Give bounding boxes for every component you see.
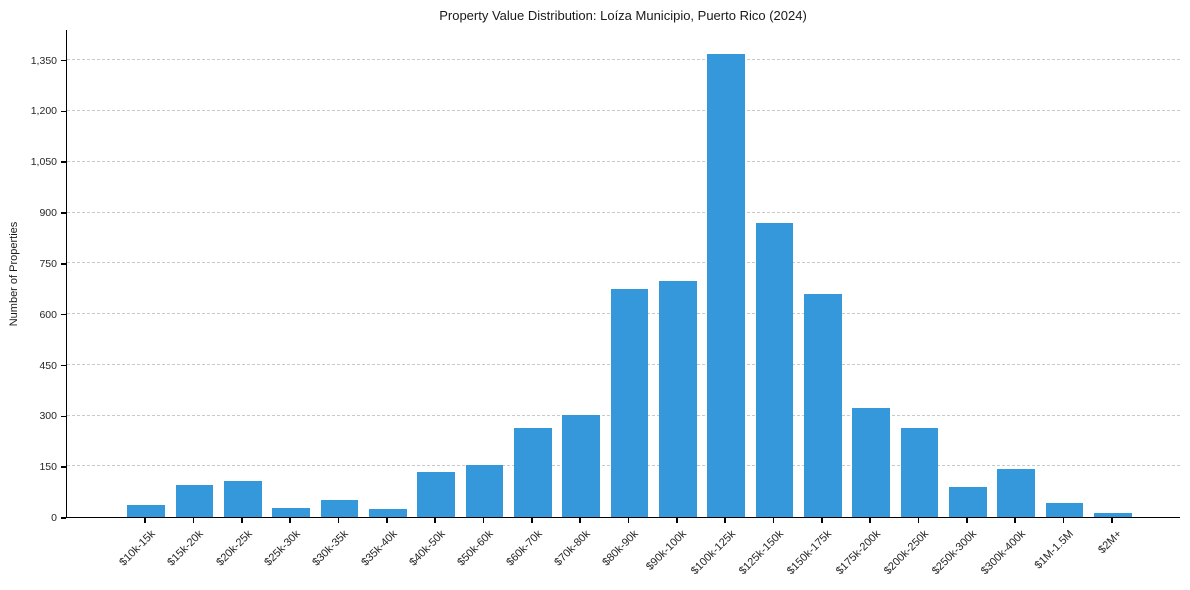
x-tick-label: $30k-35k — [310, 528, 351, 569]
gridline — [67, 211, 1180, 213]
x-tick-mark — [917, 518, 920, 523]
x-tick-label: $25k-30k — [262, 528, 303, 569]
bar — [1045, 502, 1084, 517]
x-tick-mark — [1062, 518, 1065, 523]
bar — [852, 408, 890, 517]
bar — [900, 428, 939, 517]
bar — [223, 480, 262, 517]
x-tick-label: $60k-70k — [503, 528, 545, 569]
bar — [175, 484, 214, 517]
x-tick-label: $125k-150k — [736, 528, 786, 578]
y-tick-label: 750 — [39, 257, 57, 270]
x-tick-label: $35k-40k — [358, 528, 400, 569]
x-tick-label: $175k-200k — [833, 528, 883, 578]
bar — [997, 468, 1035, 517]
x-tick-mark — [241, 518, 243, 523]
y-tick-mark — [61, 466, 66, 468]
bar — [948, 486, 987, 517]
bar — [272, 507, 310, 517]
y-tick-label: 1,350 — [30, 54, 57, 67]
x-tick-mark — [289, 518, 291, 523]
y-tick-mark — [61, 161, 66, 163]
y-tick-mark — [61, 212, 66, 214]
bar — [803, 293, 842, 517]
y-tick-label: 600 — [39, 308, 57, 321]
x-tick-mark — [676, 518, 678, 523]
bar — [658, 281, 697, 517]
x-tick-mark — [337, 518, 340, 523]
x-tick-label: $15k-20k — [165, 528, 206, 569]
chart-title: Property Value Distribution: Loíza Munic… — [439, 8, 807, 23]
bars-container — [122, 30, 1136, 517]
x-tick-mark — [1111, 518, 1113, 523]
bar — [562, 414, 600, 517]
gridline — [67, 59, 1180, 61]
x-tick-label: $200k-250k — [881, 528, 931, 578]
bar — [417, 471, 455, 517]
x-tick-label: $20k-25k — [213, 528, 255, 569]
y-tick-mark — [61, 313, 66, 316]
x-tick-mark — [627, 518, 630, 523]
y-tick-label: 1,200 — [30, 105, 57, 118]
x-tick-label: $10k-15k — [117, 528, 158, 569]
y-tick-mark — [61, 59, 66, 62]
x-tick-label: $40k-50k — [407, 528, 448, 569]
bar — [465, 464, 504, 517]
bar — [755, 222, 794, 517]
y-tick-label: 450 — [39, 359, 57, 372]
x-tick-label: $150k-175k — [785, 528, 835, 578]
bar — [610, 288, 649, 517]
plot-area — [66, 30, 1180, 518]
bar — [368, 508, 407, 517]
x-tick-mark — [531, 518, 533, 523]
gridline — [67, 262, 1180, 264]
x-tick-mark — [966, 518, 968, 523]
y-tick-mark — [61, 110, 66, 113]
x-tick-mark — [772, 518, 775, 523]
bar — [320, 500, 359, 517]
x-tick-mark — [144, 518, 146, 523]
bar — [1093, 512, 1132, 517]
x-tick-label: $70k-80k — [552, 528, 593, 569]
x-tick-mark — [434, 518, 436, 523]
y-tick-mark — [61, 517, 66, 519]
x-tick-label: $90k-100k — [644, 528, 690, 573]
y-tick-mark — [61, 415, 66, 418]
x-tick-mark — [192, 518, 195, 523]
x-tick-mark — [869, 518, 871, 523]
bar — [127, 504, 165, 517]
x-tick-mark — [482, 518, 485, 523]
bar — [513, 428, 552, 517]
x-tick-label: $100k-125k — [688, 528, 738, 578]
gridline — [67, 110, 1180, 112]
bar — [707, 53, 745, 517]
x-tick-mark — [1014, 518, 1016, 523]
x-tick-mark — [724, 518, 726, 523]
y-tick-label: 1,050 — [30, 156, 57, 169]
x-tick-mark — [821, 518, 823, 523]
y-tick-mark — [61, 263, 66, 265]
x-tick-label: $300k-400k — [978, 528, 1028, 578]
x-tick-mark — [386, 518, 388, 523]
y-tick-label: 300 — [39, 410, 57, 423]
x-tick-label: $80k-90k — [600, 528, 641, 569]
x-tick-label: $250k-300k — [930, 528, 980, 578]
y-tick-label: 0 — [51, 512, 57, 524]
gridline — [67, 160, 1180, 162]
y-tick-label: 150 — [39, 461, 57, 474]
x-tick-mark — [579, 518, 581, 523]
y-tick-mark — [61, 364, 66, 367]
x-tick-label: $50k-60k — [455, 528, 496, 569]
y-tick-label: 900 — [39, 207, 57, 219]
x-tick-label: $1M-1.5M — [1032, 528, 1076, 572]
x-tick-label: $2M+ — [1096, 528, 1125, 557]
